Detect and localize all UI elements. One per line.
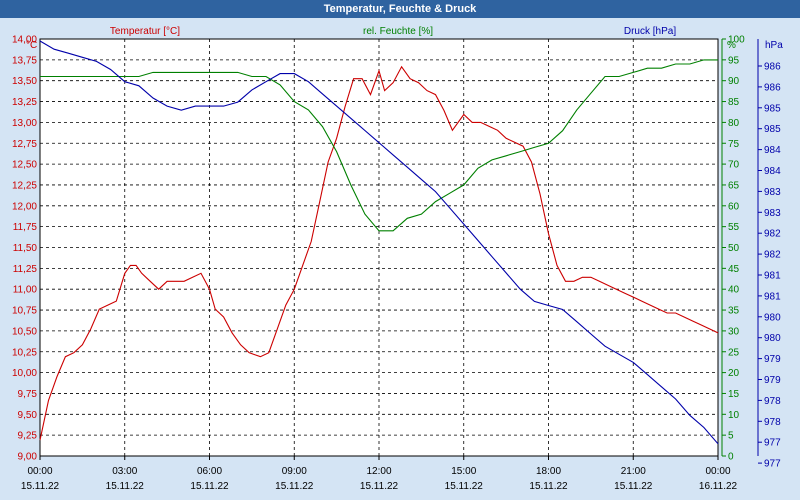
right-tick-label: 983 [764, 208, 781, 219]
right-tick-label: 980 [764, 312, 781, 323]
right-axis-label: Druck [hPa] [624, 26, 676, 37]
x-tick-time: 00:00 [705, 466, 730, 477]
middle-axis-label: rel. Feuchte [%] [363, 26, 433, 37]
left-tick-label: 11,50 [13, 243, 38, 254]
right-tick-label: 977 [764, 438, 781, 449]
x-tick-time: 21:00 [621, 466, 646, 477]
right-tick-label: 979 [764, 375, 781, 386]
middle-tick-label: 100 [728, 35, 745, 46]
left-tick-label: 12,00 [12, 201, 37, 212]
middle-tick-label: 20 [728, 368, 740, 379]
middle-tick-label: 95 [728, 55, 740, 66]
middle-tick-label: 60 [728, 201, 740, 212]
chart: 00:00 15.11.22 03:00 15.11.22 06:00 15.11.22 0… [12, 26, 783, 493]
right-tick-label: 984 [764, 166, 781, 177]
left-axis-label: Temperatur [°C] [110, 26, 180, 37]
x-tick-date: 15.11.22 [360, 481, 399, 492]
axis-labels: Temperatur [°C] rel. Feuchte [%] Druck [… [26, 26, 783, 51]
left-tick-label: 9,50 [18, 410, 38, 421]
left-tick-label: 13,00 [12, 118, 37, 129]
humidity-line [40, 59, 718, 232]
right-tick-label: 984 [764, 145, 781, 156]
x-tick-date: 15.11.22 [275, 481, 314, 492]
x-tick-time: 18:00 [536, 466, 561, 477]
left-axis-unit: °C [26, 40, 37, 51]
left-tick-label: 13,75 [12, 55, 37, 66]
right-tick-label: 985 [764, 103, 781, 114]
middle-tick-label: 80 [728, 118, 740, 129]
right-tick-label: 986 [764, 82, 781, 93]
middle-tick-label: 45 [728, 264, 740, 275]
x-tick-date: 15.11.22 [21, 481, 60, 492]
right-tick-label: 981 [764, 291, 781, 302]
x-tick-date: 16.11.22 [699, 481, 738, 492]
right-tick-label: 982 [764, 250, 781, 261]
middle-tick-label: 10 [728, 410, 740, 421]
right-tick-label: 978 [764, 417, 781, 428]
middle-tick-label: 40 [728, 285, 740, 296]
middle-tick-label: 15 [728, 389, 740, 400]
right-tick-label: 979 [764, 354, 781, 365]
right-tick-label: 981 [764, 271, 781, 282]
x-tick-time: 06:00 [197, 466, 222, 477]
right-tick-label: 978 [764, 396, 781, 407]
x-tick-time: 12:00 [366, 466, 391, 477]
left-tick-label: 12,75 [12, 139, 37, 150]
left-tick-label: 10,00 [12, 368, 37, 379]
x-tick-date: 15.11.22 [614, 481, 653, 492]
x-tick-date: 15.11.22 [106, 481, 145, 492]
left-tick-label: 11,00 [13, 285, 38, 296]
right-tick-label: 985 [764, 124, 781, 135]
left-tick-label: 10,50 [12, 326, 37, 337]
x-tick-time: 00:00 [27, 466, 52, 477]
middle-tick-label: 55 [728, 222, 740, 233]
pressure-line [39, 40, 719, 445]
plot-area [39, 38, 719, 457]
x-tick-time: 09:00 [282, 466, 307, 477]
series [39, 40, 719, 445]
x-tick-date: 15.11.22 [190, 481, 229, 492]
x-tick-date: 15.11.22 [445, 481, 484, 492]
middle-tick-label: 85 [728, 97, 740, 108]
left-tick-label: 13,50 [12, 76, 37, 87]
middle-tick-label: 65 [728, 180, 740, 191]
x-tick-date: 15.11.22 [529, 481, 568, 492]
axes: 00:00 15.11.22 03:00 15.11.22 06:00 15.11.22 0… [12, 35, 781, 493]
middle-tick-label: 70 [728, 160, 740, 171]
left-tick-label: 14,00 [12, 35, 37, 46]
left-tick-label: 12,50 [12, 160, 37, 171]
right-tick-label: 977 [764, 459, 781, 470]
middle-tick-label: 25 [728, 347, 740, 358]
left-tick-label: 10,75 [12, 306, 37, 317]
temperature-line [39, 65, 719, 441]
middle-axis-unit: % [727, 40, 736, 51]
right-tick-label: 986 [764, 62, 781, 73]
left-tick-label: 13,25 [12, 97, 37, 108]
window-title: Temperatur, Feuchte & Druck [0, 0, 800, 18]
right-tick-label: 983 [764, 187, 781, 198]
middle-tick-label: 30 [728, 326, 740, 337]
left-tick-label: 9,75 [18, 389, 38, 400]
middle-tick-label: 0 [728, 452, 734, 463]
middle-tick-label: 5 [728, 431, 734, 442]
left-tick-label: 12,25 [12, 180, 37, 191]
middle-tick-label: 50 [728, 243, 740, 254]
x-tick-time: 15:00 [451, 466, 476, 477]
middle-tick-label: 90 [728, 76, 740, 87]
left-tick-label: 10,25 [12, 347, 37, 358]
left-tick-label: 11,75 [13, 222, 38, 233]
x-tick-time: 03:00 [112, 466, 137, 477]
right-tick-label: 982 [764, 229, 781, 240]
left-tick-label: 9,00 [18, 452, 38, 463]
middle-tick-label: 35 [728, 306, 740, 317]
middle-tick-label: 75 [728, 139, 740, 150]
right-axis-unit: hPa [765, 40, 783, 51]
left-tick-label: 11,25 [13, 264, 38, 275]
left-tick-label: 9,25 [18, 431, 38, 442]
right-tick-label: 980 [764, 333, 781, 344]
